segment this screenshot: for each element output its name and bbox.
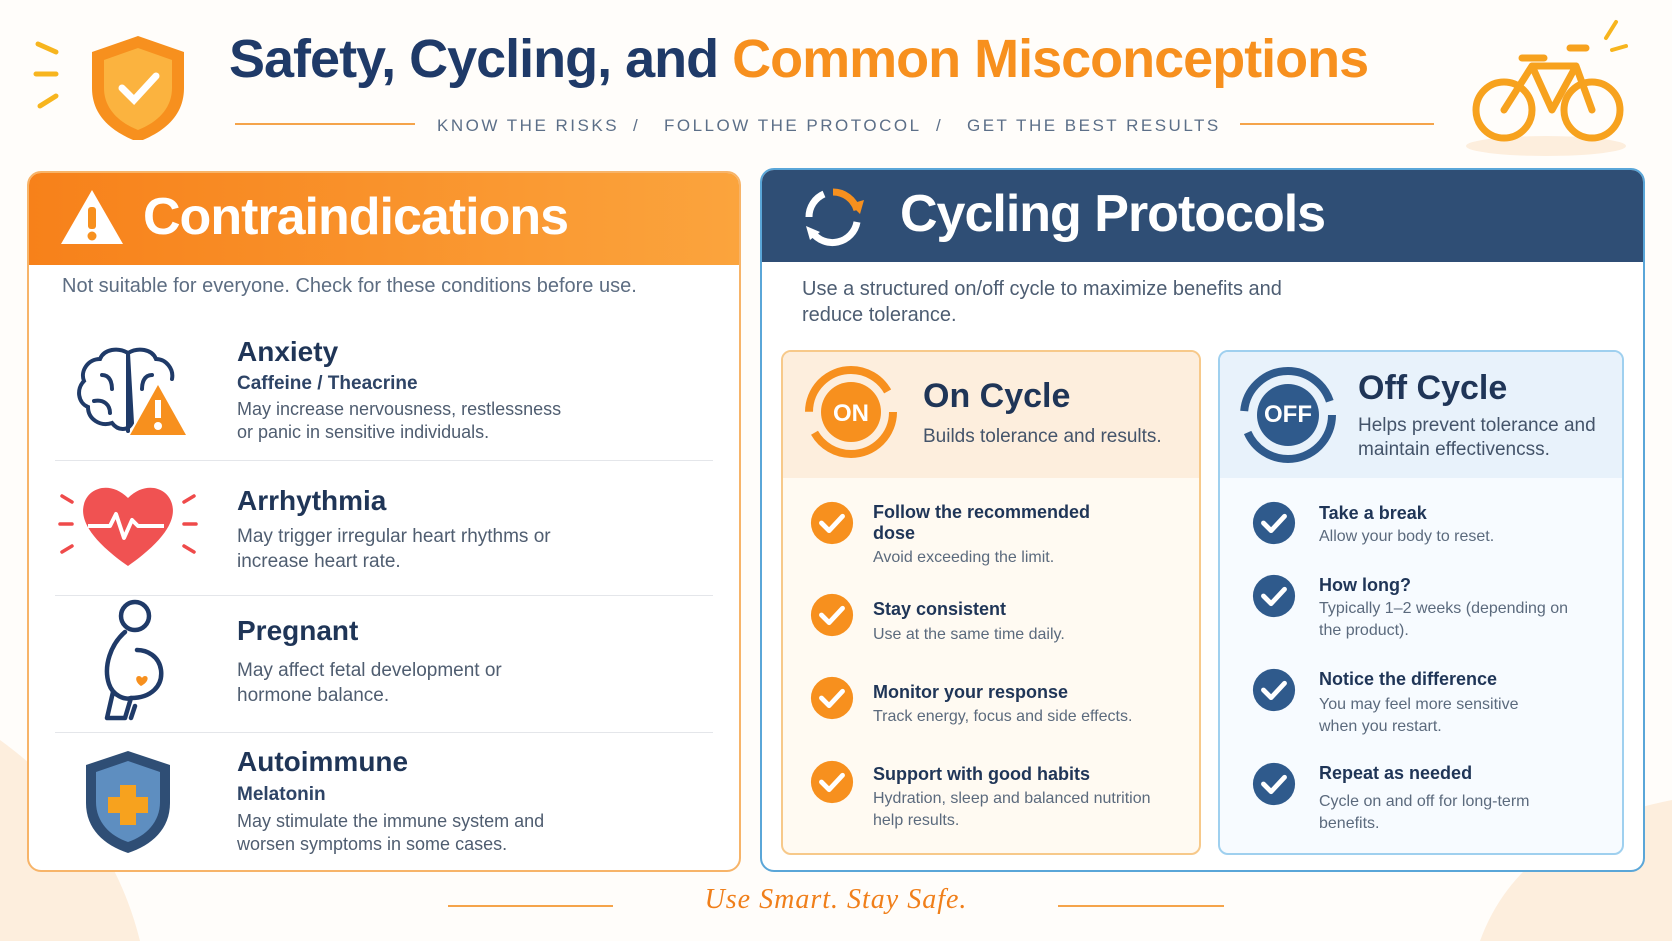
condition-description: May trigger irregular heart rhythms or i… xyxy=(237,526,551,572)
warning-icon xyxy=(61,190,123,244)
heart-icon xyxy=(58,487,198,566)
step-description: Allow your body to reset. xyxy=(1319,528,1495,545)
check-icon xyxy=(809,500,855,546)
panel-title: Cycling Protocols xyxy=(900,185,1326,243)
condition-name: Pregnant xyxy=(237,615,359,646)
check-icon xyxy=(1251,667,1297,713)
row-divider xyxy=(55,732,713,733)
step-description: Cycle on and off for long-term benefits. xyxy=(1319,793,1530,832)
check-icon xyxy=(809,675,855,721)
step-description: Avoid exceeding the limit. xyxy=(873,549,1055,566)
card-title: Off Cycle xyxy=(1358,369,1508,407)
panel-intro: Not suitable for everyone. Check for the… xyxy=(62,275,637,297)
step-description: You may feel more sensitive when you res… xyxy=(1319,696,1519,735)
immune-shield-icon xyxy=(86,751,170,853)
step-title: Support with good habits xyxy=(873,764,1090,784)
on-badge-ring xyxy=(805,366,897,458)
divider xyxy=(448,905,613,907)
bike-icon xyxy=(1466,18,1636,156)
condition-name: Autoimmune xyxy=(237,746,409,777)
row-divider xyxy=(55,595,713,596)
check-icon xyxy=(1251,573,1297,619)
separator: / xyxy=(936,116,944,135)
check-icon xyxy=(1251,761,1297,807)
divider xyxy=(235,123,415,125)
contraindications-panel: Contraindications xyxy=(27,171,741,872)
panel-title: Contraindications xyxy=(143,188,569,246)
tagline: GET THE BEST RESULTS xyxy=(967,116,1221,135)
card-subtitle: Builds tolerance and results. xyxy=(923,426,1162,447)
step-description: Use at the same time daily. xyxy=(873,626,1065,643)
badge-label: ON xyxy=(833,400,869,427)
off-badge-ring xyxy=(1240,367,1336,463)
step-title: Repeat as needed xyxy=(1319,763,1473,783)
step-description: Track energy, focus and side effects. xyxy=(873,708,1133,725)
step-title: How long? xyxy=(1319,575,1411,595)
condition-description: May stimulate the immune system and wors… xyxy=(237,811,545,854)
cycle-icon xyxy=(805,188,864,247)
row-divider xyxy=(55,460,713,461)
check-icon xyxy=(809,592,855,638)
step-title: Stay consistent xyxy=(873,599,1007,619)
condition-name: Arrhythmia xyxy=(237,485,387,516)
condition-description: May increase nervousness, restlessness o… xyxy=(237,399,562,442)
separator: / xyxy=(633,116,641,135)
brain-icon xyxy=(77,347,186,435)
title-highlight: Common Misconceptions xyxy=(732,29,1369,89)
step-title: Take a break xyxy=(1319,503,1427,523)
divider xyxy=(1058,905,1224,907)
step-title: Notice the difference xyxy=(1319,669,1498,689)
tagline: FOLLOW THE PROTOCOL xyxy=(664,116,922,135)
badge-label: OFF xyxy=(1264,401,1312,428)
footer-slogan: Use Smart. Stay Safe. xyxy=(704,884,968,915)
page-title: Safety, Cycling, and Common Misconceptio… xyxy=(229,28,1369,90)
check-icon xyxy=(1251,500,1297,546)
card-title: On Cycle xyxy=(923,377,1071,415)
shield-icon xyxy=(33,36,184,140)
step-description: Typically 1–2 weeks (depending on the pr… xyxy=(1319,600,1569,639)
step-title: Follow the recommended dose xyxy=(873,502,1091,543)
divider xyxy=(1240,123,1434,125)
check-icon xyxy=(809,759,855,805)
tagline: KNOW THE RISKS xyxy=(437,116,620,135)
condition-trigger: Caffeine / Theacrine xyxy=(237,373,418,394)
panel-header: Contraindications xyxy=(29,173,739,265)
step-description: Hydration, sleep and balanced nutrition … xyxy=(873,790,1151,829)
pregnant-icon xyxy=(104,599,164,721)
title-lead: Safety, Cycling, and xyxy=(229,29,719,89)
panel-intro: Use a structured on/off cycle to maximiz… xyxy=(802,278,1282,326)
condition-name: Anxiety xyxy=(237,336,339,367)
condition-trigger: Melatonin xyxy=(237,784,326,805)
card-subtitle: Helps prevent tolerance and maintain eff… xyxy=(1358,415,1596,460)
condition-description: May affect fetal development or hormone … xyxy=(237,660,502,706)
panel-header: Cycling Protocols xyxy=(762,170,1643,262)
step-title: Monitor your response xyxy=(873,682,1069,702)
